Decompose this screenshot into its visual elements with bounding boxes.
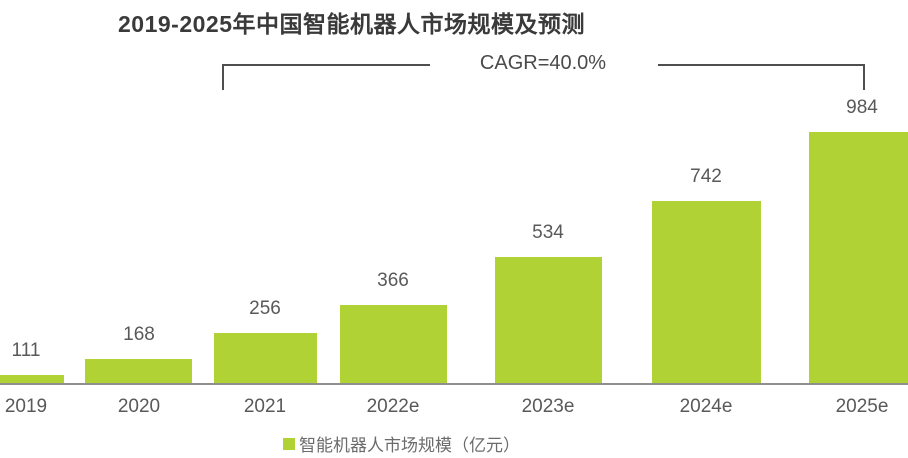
value-label-2023e: 534 bbox=[532, 222, 564, 243]
x-tick-label-2025e: 2025e bbox=[835, 396, 889, 417]
bar-2025e bbox=[809, 132, 908, 383]
x-tick-label-2019: 2019 bbox=[4, 396, 48, 417]
x-axis-line bbox=[0, 383, 908, 385]
cagr-bracket-right bbox=[658, 64, 865, 90]
x-tick-label-2020: 2020 bbox=[117, 396, 161, 417]
bar-2022e bbox=[340, 305, 447, 383]
bar-2019 bbox=[0, 375, 64, 383]
x-tick-label-2021: 2021 bbox=[243, 396, 287, 417]
bar-2021 bbox=[214, 333, 317, 383]
bar-2024e bbox=[652, 201, 761, 383]
value-label-2024e: 742 bbox=[690, 166, 722, 187]
x-tick-label-2023e: 2023e bbox=[521, 396, 575, 417]
x-tick-label-2024e: 2024e bbox=[679, 396, 733, 417]
legend-label: 智能机器人市场规模（亿元） bbox=[299, 436, 520, 455]
bar-2020 bbox=[85, 359, 192, 383]
x-tick-label-2022e: 2022e bbox=[366, 396, 420, 417]
legend-swatch-icon bbox=[283, 437, 295, 450]
value-label-2020: 168 bbox=[123, 324, 155, 345]
value-label-2025e: 984 bbox=[846, 97, 878, 118]
chart-title: 2019-2025年中国智能机器人市场规模及预测 bbox=[118, 11, 585, 37]
legend: 智能机器人市场规模（亿元） bbox=[283, 431, 520, 456]
cagr-label: CAGR=40.0% bbox=[479, 52, 607, 74]
bar-2023e bbox=[495, 257, 602, 383]
value-label-2022e: 366 bbox=[377, 270, 409, 291]
value-label-2019: 111 bbox=[11, 340, 41, 361]
cagr-bracket-left bbox=[222, 64, 430, 90]
value-label-2021: 256 bbox=[249, 298, 281, 319]
